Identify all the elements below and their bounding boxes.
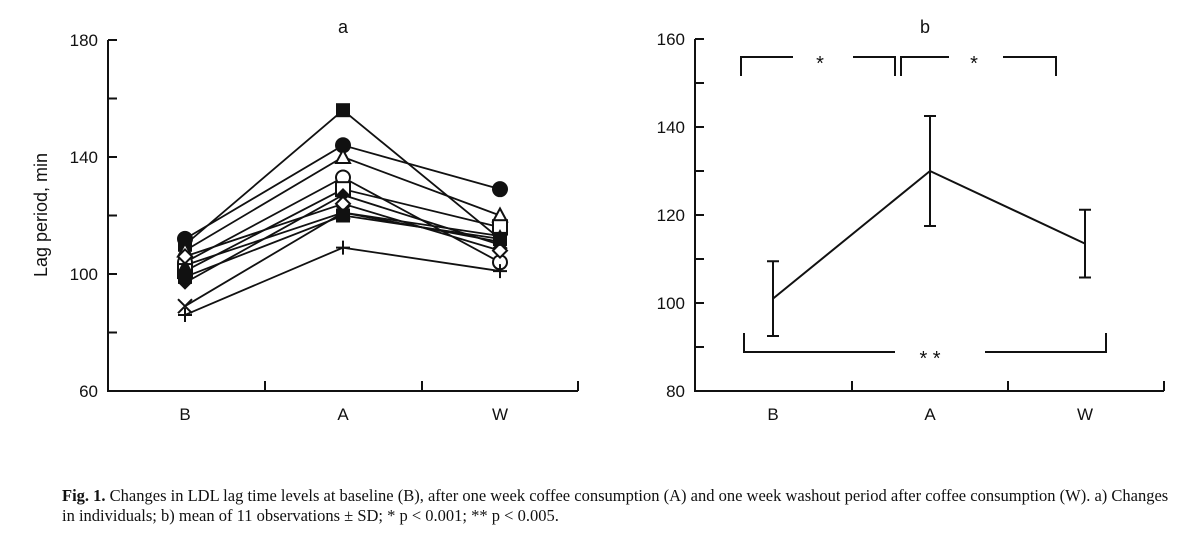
x-tick-label-A: A — [337, 405, 349, 424]
figure: 60 100 140 180 B A Wa Lag period, min 80 100 120 1… — [31, 17, 1165, 424]
panel-title-a: a — [338, 17, 349, 37]
error-bar — [924, 115, 936, 227]
panel-title-b: b — [920, 17, 930, 37]
marker-plus — [178, 307, 192, 322]
marker-x — [177, 298, 193, 314]
significance-label: * * — [919, 348, 940, 370]
significance-bracket — [743, 333, 1107, 353]
y-tick-label: 120 — [657, 206, 685, 225]
marker-filled-diamond — [336, 188, 350, 203]
error-bar — [767, 260, 779, 337]
y-tick-label: 160 — [657, 30, 685, 49]
x-tick-label-B: B — [767, 405, 778, 424]
significance-label: * — [970, 53, 978, 75]
panel-a: 60 100 140 180 B A Wa Lag period, min — [31, 17, 579, 424]
marker-filled-square — [178, 269, 192, 284]
marker-plus — [493, 264, 507, 279]
marker-filled-square — [493, 231, 507, 246]
marker-filled-square — [336, 208, 350, 223]
x-tick-label-W: W — [492, 405, 508, 424]
y-tick-label: 80 — [666, 382, 685, 401]
y-tick-label: 140 — [657, 118, 685, 137]
significance-bracket — [740, 56, 896, 76]
x-tick-label-B: B — [179, 405, 190, 424]
marker-open-diamond — [176, 248, 194, 265]
y-tick-label: 100 — [70, 265, 98, 284]
figure-caption: Fig. 1. Changes in LDL lag time levels a… — [62, 486, 1172, 526]
significance-label: * — [816, 53, 824, 75]
caption-label: Fig. 1. — [62, 486, 106, 505]
error-bar — [1079, 208, 1091, 279]
caption-text: Changes in LDL lag time levels at baseli… — [62, 486, 1169, 525]
marker-filled-circle — [177, 230, 193, 247]
y-tick-label: 60 — [79, 382, 98, 401]
marker-open-triangle — [334, 147, 352, 164]
marker-filled-square — [336, 103, 350, 118]
marker-filled-circle — [492, 181, 508, 198]
panel-b: 80 100 120 140 160 B A Wb * * * * — [657, 17, 1165, 424]
significance-bracket — [900, 56, 1057, 76]
y-tick-label: 140 — [70, 148, 98, 167]
marker-plus — [336, 240, 350, 255]
y-tick-label: 180 — [70, 31, 98, 50]
marker-open-diamond — [491, 242, 509, 260]
x-tick-label-A: A — [924, 405, 936, 424]
marker-filled-circle — [335, 137, 351, 154]
y-axis-label: Lag period, min — [31, 153, 51, 277]
x-tick-label-W: W — [1077, 405, 1093, 424]
y-tick-label: 100 — [657, 294, 685, 313]
